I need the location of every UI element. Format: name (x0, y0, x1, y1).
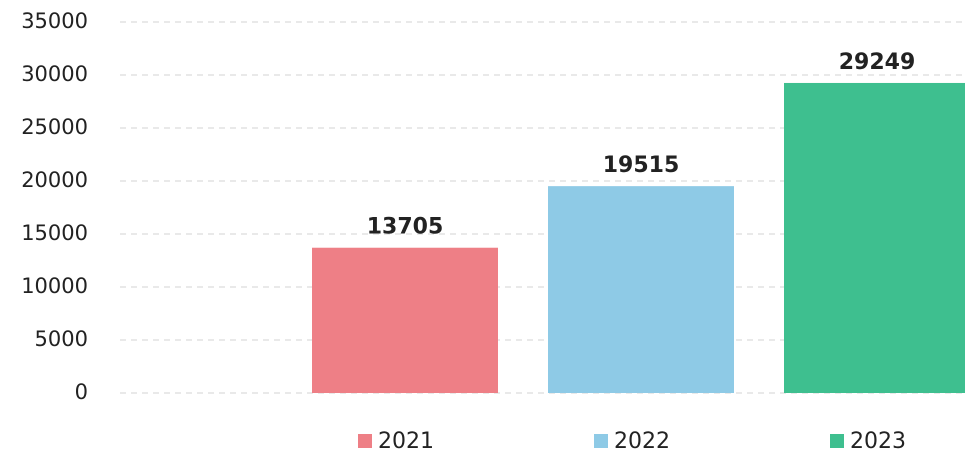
bar (312, 247, 498, 393)
bar (784, 82, 965, 393)
legend-swatch (594, 434, 608, 448)
y-tick-label: 25000 (21, 115, 88, 139)
data-label: 29249 (839, 50, 916, 75)
y-tick-label: 0 (75, 380, 88, 404)
y-tick-label: 15000 (21, 221, 88, 245)
legend-label: 2022 (614, 429, 670, 453)
y-tick-label: 10000 (21, 274, 88, 298)
y-tick-label: 30000 (21, 62, 88, 86)
legend-label: 2023 (850, 429, 906, 453)
data-label: 19515 (603, 153, 680, 178)
y-tick-label: 20000 (21, 168, 88, 192)
data-label: 13705 (367, 215, 444, 240)
legend-swatch (358, 434, 372, 448)
legend-label: 2021 (378, 429, 434, 453)
y-tick-label: 5000 (35, 327, 88, 351)
bar (548, 186, 734, 393)
y-tick-label: 35000 (21, 9, 88, 33)
legend-swatch (830, 434, 844, 448)
